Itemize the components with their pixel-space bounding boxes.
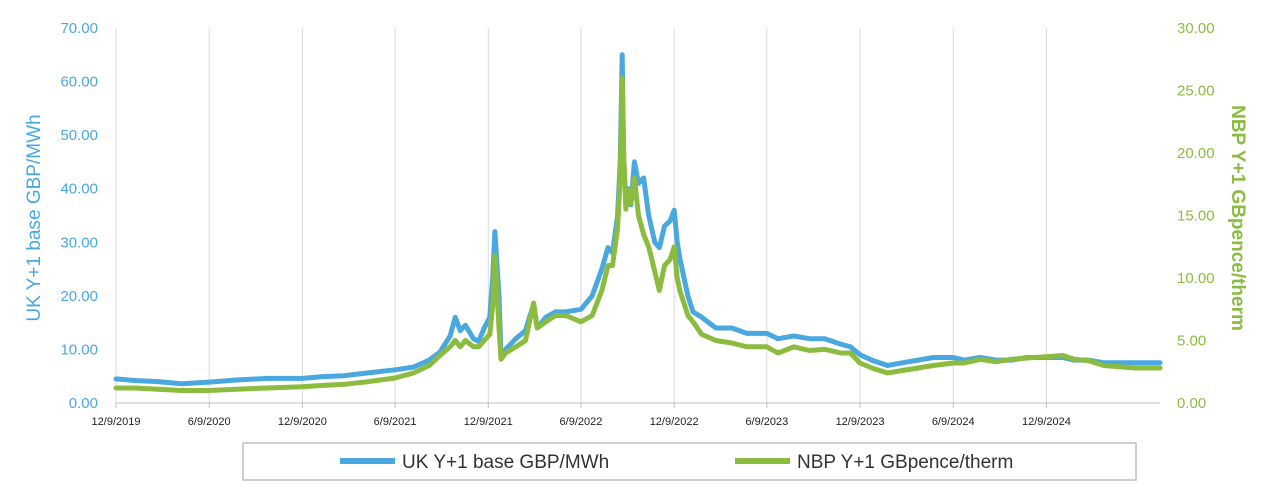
legend: UK Y+1 base GBP/MWh NBP Y+1 GBpence/ther… [242, 442, 1137, 481]
y-tick-label-right: 5.00 [1177, 333, 1206, 350]
tick-labels: 12/9/2019 6/9/2020 12/9/2020 6/9/2021 12/9/2… [60, 20, 1214, 428]
y-tick-label-right: 30.00 [1177, 20, 1215, 37]
y-tick-label-right: 25.00 [1177, 83, 1215, 100]
legend-label-nbp: NBP Y+1 GBpence/therm [797, 452, 1013, 473]
y-tick-label-left: 40.00 [60, 181, 98, 198]
y-tick-label-left: 20.00 [60, 288, 98, 305]
x-tick-label: 12/9/2024 [1022, 416, 1071, 428]
x-tick-label: 12/9/2022 [650, 416, 699, 428]
x-tick-label: 6/9/2021 [374, 416, 417, 428]
y-tick-label-left: 0.00 [69, 395, 98, 412]
legend-label-uk: UK Y+1 base GBP/MWh [402, 452, 609, 473]
x-tick-label: 12/9/2023 [836, 416, 885, 428]
y-tick-label-left: 50.00 [60, 127, 98, 144]
x-tick-label: 12/9/2020 [278, 416, 327, 428]
series-layer [113, 52, 1163, 393]
y-tick-label-left: 70.00 [60, 20, 98, 37]
gridlines [115, 28, 1047, 403]
y-tick-label-right: 20.00 [1177, 145, 1215, 162]
y-tick-label-right: 10.00 [1177, 270, 1215, 287]
x-tick-label: 12/9/2019 [92, 416, 141, 428]
series-line-nbp-gas [113, 75, 1163, 393]
x-tick-label: 6/9/2023 [745, 416, 788, 428]
y-tick-label-right: 0.00 [1177, 395, 1206, 412]
axes [115, 402, 1160, 408]
y-tick-label-left: 10.00 [60, 341, 98, 358]
x-tick-label: 6/9/2022 [560, 416, 603, 428]
y-axis-left-label: UK Y+1 base GBP/MWh [24, 114, 45, 321]
x-tick-label: 6/9/2024 [932, 416, 975, 428]
x-tick-label: 12/9/2021 [464, 416, 513, 428]
y-tick-label-right: 15.00 [1177, 208, 1215, 225]
y-tick-label-left: 60.00 [60, 74, 98, 91]
y-tick-label-left: 30.00 [60, 234, 98, 251]
y-axis-right-label: NBP Y+1 GBpence/therm [1227, 105, 1248, 331]
x-tick-label: 6/9/2020 [188, 416, 231, 428]
